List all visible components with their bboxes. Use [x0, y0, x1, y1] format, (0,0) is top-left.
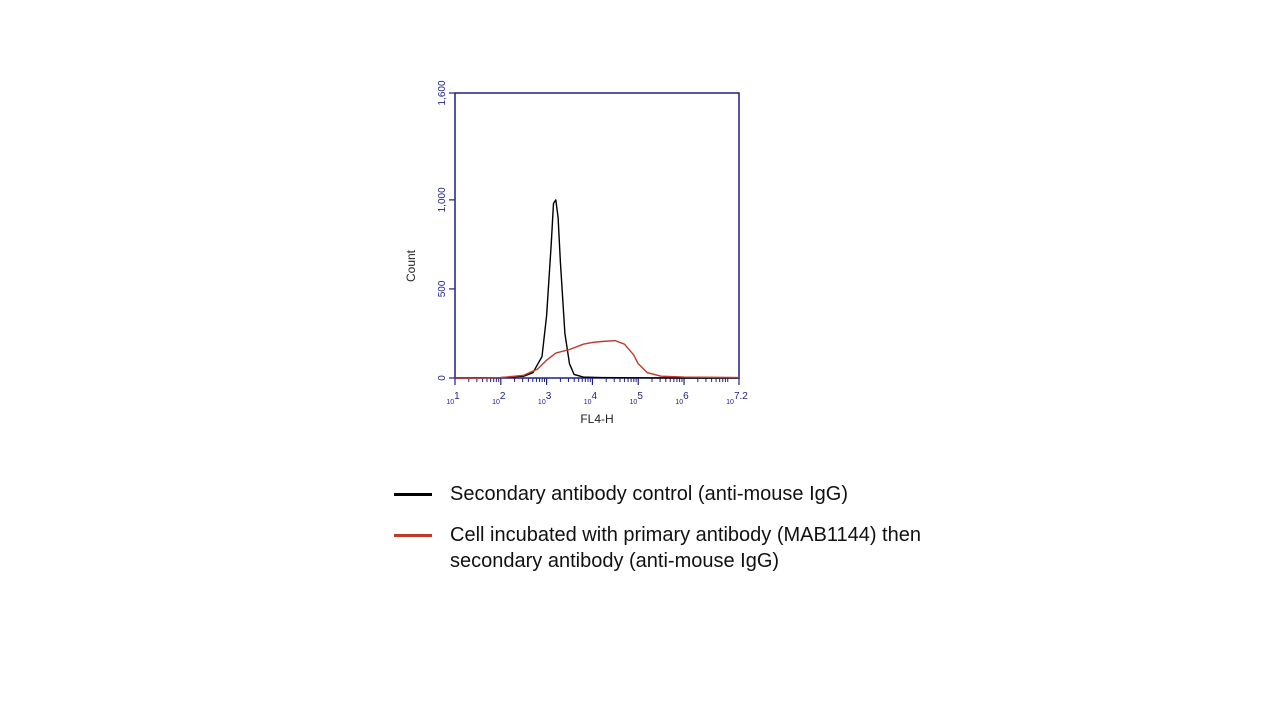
- legend-swatch-black: [394, 493, 432, 496]
- legend-item-primary-antibody: Cell incubated with primary antibody (MA…: [394, 522, 1014, 574]
- x-tick-label-4: 105: [630, 391, 644, 406]
- x-tick-label-0: 101: [446, 391, 460, 406]
- legend: Secondary antibody control (anti-mouse I…: [394, 481, 1014, 589]
- y-tick-label-3: 1,600: [437, 80, 448, 105]
- plot-frame: [454, 92, 740, 379]
- y-tick-label-1: 500: [437, 280, 448, 297]
- y-tick-label-0: 0: [437, 375, 448, 381]
- x-tick-label-2: 103: [538, 391, 552, 406]
- legend-label: Cell incubated with primary antibody (MA…: [450, 524, 921, 572]
- x-tick-label-6: 107.2: [726, 391, 748, 406]
- x-tick-label-5: 106: [675, 391, 689, 406]
- legend-item-secondary-control: Secondary antibody control (anti-mouse I…: [394, 481, 1014, 507]
- series-line-primary_antibody: [455, 339, 740, 379]
- legend-label: Secondary antibody control (anti-mouse I…: [450, 483, 848, 505]
- x-axis-label: FL4-H: [580, 412, 613, 426]
- x-tick-label-1: 102: [492, 391, 506, 406]
- flow-cytometry-histogram: 0 500 1,000 1,600 101 102 103 104 105 106 107.2 F…: [404, 80, 748, 426]
- x-tick-label-3: 104: [584, 391, 598, 406]
- y-tick-label-2: 1,000: [437, 187, 448, 212]
- y-axis-label: Count: [404, 249, 418, 282]
- legend-swatch-red: [394, 534, 432, 537]
- x-axis: 101 102 103 104 105 106 107.2: [446, 378, 748, 406]
- series-layer: [454, 199, 740, 379]
- series-line-secondary_control: [454, 199, 739, 379]
- y-axis: 0 500 1,000 1,600: [437, 80, 455, 381]
